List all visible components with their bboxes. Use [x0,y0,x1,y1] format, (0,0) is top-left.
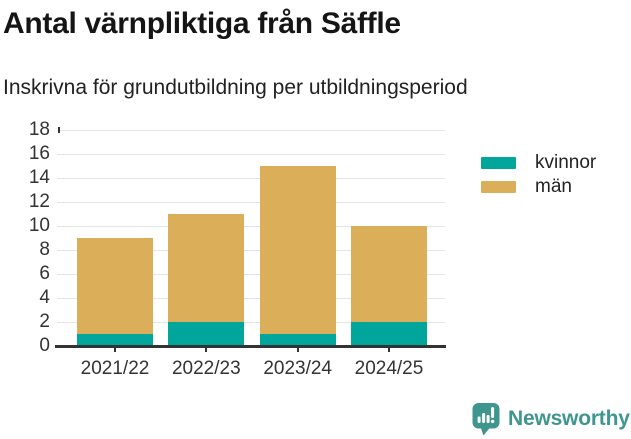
y-axis-label-0: 0 [39,335,50,356]
y-axis-label-6: 6 [39,263,50,284]
x-axis-label-2024/25: 2024/25 [354,358,424,379]
x-axis-line [55,345,446,348]
gridline-8 [57,249,445,251]
y-axis-top-tick [58,127,60,133]
bar-2022/23-män [168,214,245,322]
legend-label-kvinnor: kvinnor [535,152,597,173]
legend-item-kvinnor: kvinnor [481,151,596,175]
x-axis-tick-2024/25 [387,347,390,352]
legend-label-män: män [535,176,572,197]
newsworthy-logo-icon [472,403,500,436]
branding-text: Newsworthy [508,407,630,430]
x-axis-label-2023/24: 2023/24 [263,358,332,379]
x-axis-label-2021/22: 2021/22 [80,358,150,379]
y-axis-label-4: 4 [39,287,50,308]
gridline-2 [57,321,445,323]
gridline-6 [57,273,445,275]
bar-2024/25-män [350,226,427,322]
x-axis-tick-2023/24 [296,347,299,352]
x-axis-label-2022/23: 2022/23 [171,358,241,379]
y-axis-label-8: 8 [39,239,50,260]
y-axis-label-14: 14 [28,167,50,188]
y-axis-label-16: 16 [28,143,50,164]
y-axis-label-12: 12 [28,191,50,212]
gridline-14 [57,177,445,179]
bar-2021/22-män [77,238,153,334]
gridline-12 [57,201,445,203]
x-axis-tick-2021/22 [114,347,116,352]
gridline-4 [57,297,445,299]
y-axis-label-18: 18 [28,119,50,140]
gridline-16 [57,153,445,155]
x-axis-tick-2022/23 [205,347,208,352]
bar-2022/23-kvinnor [168,322,245,346]
y-axis-label-10: 10 [28,215,50,236]
bar-2024/25-kvinnor [350,322,427,346]
legend-item-män: män [481,175,596,199]
chart-title: Antal värnpliktiga från Säffle [3,7,401,40]
gridline-10 [57,225,445,227]
gridline-18 [57,129,445,131]
y-axis-label-2: 2 [39,311,50,332]
chart-subtitle: Inskrivna för grundutbildning per utbild… [3,76,468,99]
bar-2021/22-kvinnor [77,334,153,346]
bar-2023/24-män [259,166,336,334]
legend-swatch-män [481,181,516,193]
branding-link[interactable]: Newsworthy [472,402,630,436]
bar-2023/24-kvinnor [259,334,336,346]
legend: kvinnor män [481,151,596,199]
legend-swatch-kvinnor [481,157,516,169]
